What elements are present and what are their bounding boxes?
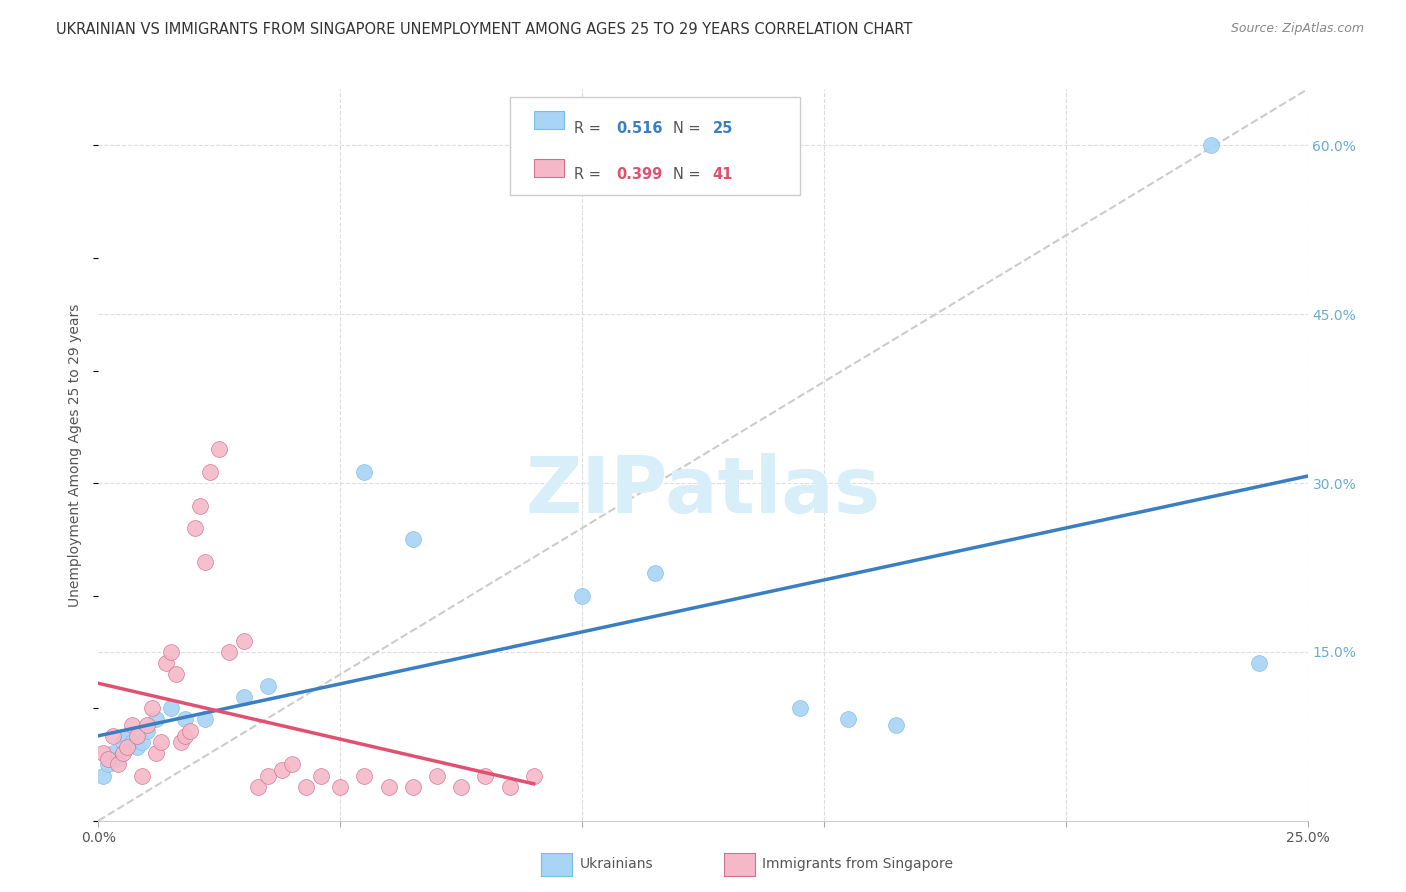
Point bbox=[91, 769, 114, 783]
Point bbox=[194, 712, 217, 726]
Point bbox=[353, 465, 375, 479]
Point bbox=[232, 690, 254, 704]
Point bbox=[165, 667, 187, 681]
Point bbox=[111, 746, 134, 760]
Text: R =: R = bbox=[574, 168, 605, 183]
Point bbox=[295, 780, 318, 794]
Point bbox=[402, 533, 425, 547]
Point bbox=[131, 735, 153, 749]
Text: ZIPatlas: ZIPatlas bbox=[526, 453, 880, 530]
FancyBboxPatch shape bbox=[534, 159, 564, 177]
Point bbox=[450, 780, 472, 794]
Text: 0.399: 0.399 bbox=[616, 168, 662, 183]
Point bbox=[256, 679, 278, 693]
Point bbox=[117, 740, 139, 755]
Text: Ukrainians: Ukrainians bbox=[579, 857, 652, 871]
Text: 41: 41 bbox=[713, 168, 733, 183]
Point bbox=[160, 645, 183, 659]
Point bbox=[498, 780, 520, 794]
Point bbox=[127, 729, 149, 743]
Point bbox=[179, 723, 201, 738]
Point bbox=[426, 769, 449, 783]
Point bbox=[188, 499, 211, 513]
Point bbox=[145, 746, 167, 760]
Point bbox=[107, 752, 129, 766]
Point bbox=[121, 735, 143, 749]
Point bbox=[232, 633, 254, 648]
Point bbox=[198, 465, 221, 479]
Text: 25: 25 bbox=[713, 120, 733, 136]
Point bbox=[107, 757, 129, 772]
Point bbox=[1249, 656, 1271, 670]
Point bbox=[174, 729, 197, 743]
Point bbox=[101, 746, 124, 760]
Point bbox=[101, 729, 124, 743]
FancyBboxPatch shape bbox=[534, 112, 564, 129]
Point bbox=[571, 589, 593, 603]
Point bbox=[160, 701, 183, 715]
Point bbox=[141, 701, 163, 715]
Point bbox=[135, 718, 157, 732]
Point bbox=[271, 763, 294, 777]
Point bbox=[523, 769, 546, 783]
Point bbox=[174, 712, 197, 726]
Point bbox=[208, 442, 231, 457]
Point bbox=[377, 780, 399, 794]
Point bbox=[127, 740, 149, 755]
Text: R =: R = bbox=[574, 120, 605, 136]
Point bbox=[281, 757, 304, 772]
Point bbox=[121, 718, 143, 732]
Point bbox=[169, 735, 191, 749]
Point bbox=[117, 729, 139, 743]
FancyBboxPatch shape bbox=[509, 96, 800, 195]
Point bbox=[789, 701, 811, 715]
Point bbox=[218, 645, 240, 659]
Point bbox=[329, 780, 352, 794]
Y-axis label: Unemployment Among Ages 25 to 29 years: Unemployment Among Ages 25 to 29 years bbox=[69, 303, 83, 607]
Point bbox=[97, 752, 120, 766]
Text: Immigrants from Singapore: Immigrants from Singapore bbox=[762, 857, 953, 871]
Point bbox=[111, 735, 134, 749]
Text: N =: N = bbox=[673, 168, 704, 183]
Point bbox=[353, 769, 375, 783]
Point bbox=[135, 723, 157, 738]
Point bbox=[256, 769, 278, 783]
Point bbox=[131, 769, 153, 783]
Point bbox=[1199, 138, 1222, 153]
Point bbox=[309, 769, 332, 783]
Point bbox=[247, 780, 270, 794]
Point bbox=[97, 757, 120, 772]
Text: N =: N = bbox=[673, 120, 704, 136]
Point bbox=[644, 566, 666, 580]
Point bbox=[837, 712, 859, 726]
Point bbox=[474, 769, 496, 783]
Point bbox=[886, 718, 908, 732]
Text: Source: ZipAtlas.com: Source: ZipAtlas.com bbox=[1230, 22, 1364, 36]
Point bbox=[155, 656, 177, 670]
Text: UKRAINIAN VS IMMIGRANTS FROM SINGAPORE UNEMPLOYMENT AMONG AGES 25 TO 29 YEARS CO: UKRAINIAN VS IMMIGRANTS FROM SINGAPORE U… bbox=[56, 22, 912, 37]
Point bbox=[91, 746, 114, 760]
Point bbox=[194, 555, 217, 569]
Point bbox=[145, 712, 167, 726]
Point bbox=[184, 521, 207, 535]
Point bbox=[150, 735, 173, 749]
Text: 0.516: 0.516 bbox=[616, 120, 662, 136]
Point bbox=[402, 780, 425, 794]
